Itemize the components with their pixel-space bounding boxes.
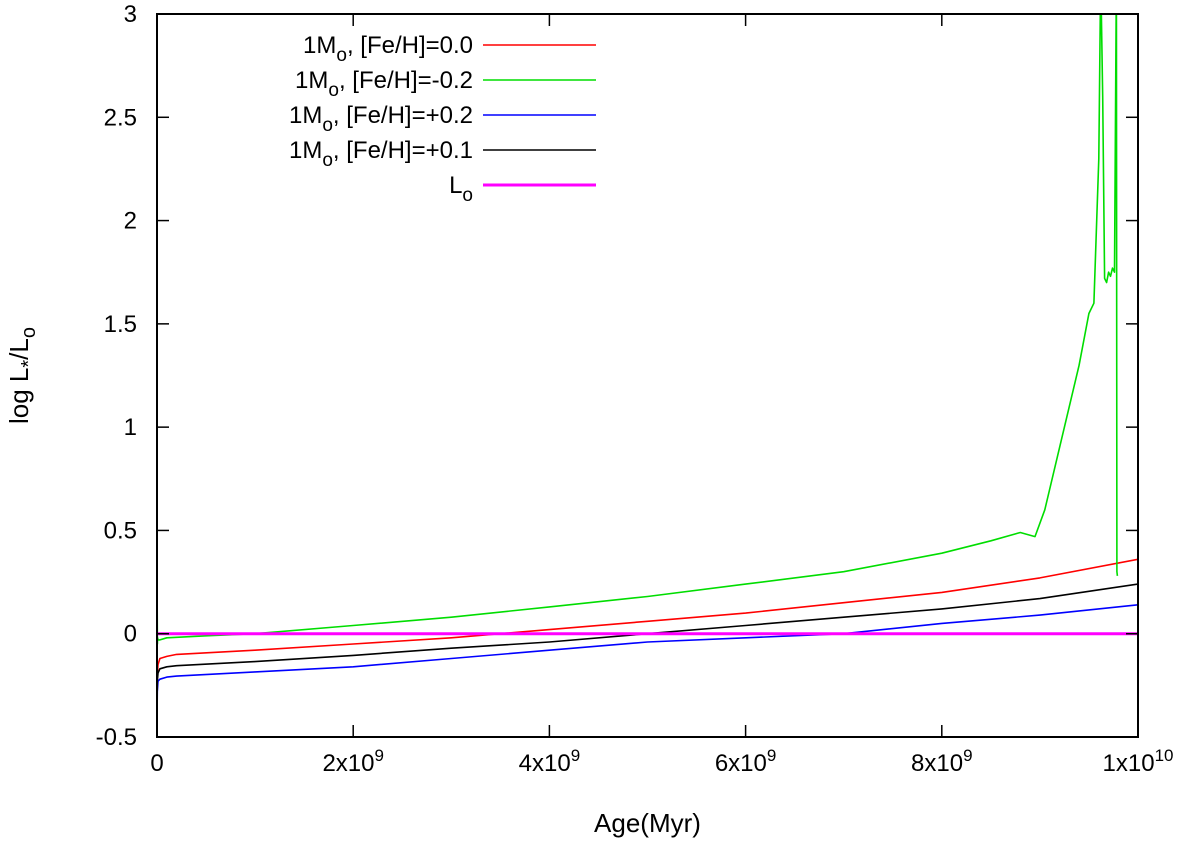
legend-label-3: 1Mo, [Fe/H]=+0.2 (289, 102, 473, 136)
x-tick-label: 1x1010 (1103, 746, 1174, 777)
tick-layer: -0.5 0 0.5 1 1.5 2 2.5 3 0 2x109 4x109 6x109 8x109 1x… (96, 1, 1174, 777)
legend-label-2: 1Mo, [Fe/H]=-0.2 (295, 67, 473, 101)
legend-label-5: Lo (449, 172, 473, 206)
series-line-1 (157, 558, 1138, 707)
x-axis-title: Age(Myr) (594, 808, 701, 838)
y-tick-label: -0.5 (96, 724, 137, 751)
series-line-3 (157, 604, 1138, 721)
legend-label-4: 1Mo, [Fe/H]=+0.1 (289, 137, 473, 171)
x-tick-label: 0 (150, 750, 163, 777)
plot-frame (156, 13, 1139, 738)
x-tick-label: 4x109 (519, 746, 581, 777)
x-tick-label: 8x109 (911, 746, 973, 777)
series-line-2 (157, 14, 1119, 717)
y-tick-label: 1 (124, 414, 137, 441)
y-tick-label: 0.5 (104, 517, 137, 544)
legend-label-1: 1Mo, [Fe/H]=0.0 (303, 32, 473, 66)
y-tick-label: 0 (124, 621, 137, 648)
series-line-4 (157, 583, 1138, 713)
x-tick-label: 2x109 (322, 746, 384, 777)
y-axis-title: log L*/Lo (4, 327, 40, 424)
y-tick-label: 3 (124, 1, 137, 28)
x-tick-label: 6x109 (715, 746, 777, 777)
y-tick-label: 2 (124, 208, 137, 235)
y-tick-label: 2.5 (104, 104, 137, 131)
y-tick-label: 1.5 (104, 311, 137, 338)
series-layer (157, 14, 1138, 721)
